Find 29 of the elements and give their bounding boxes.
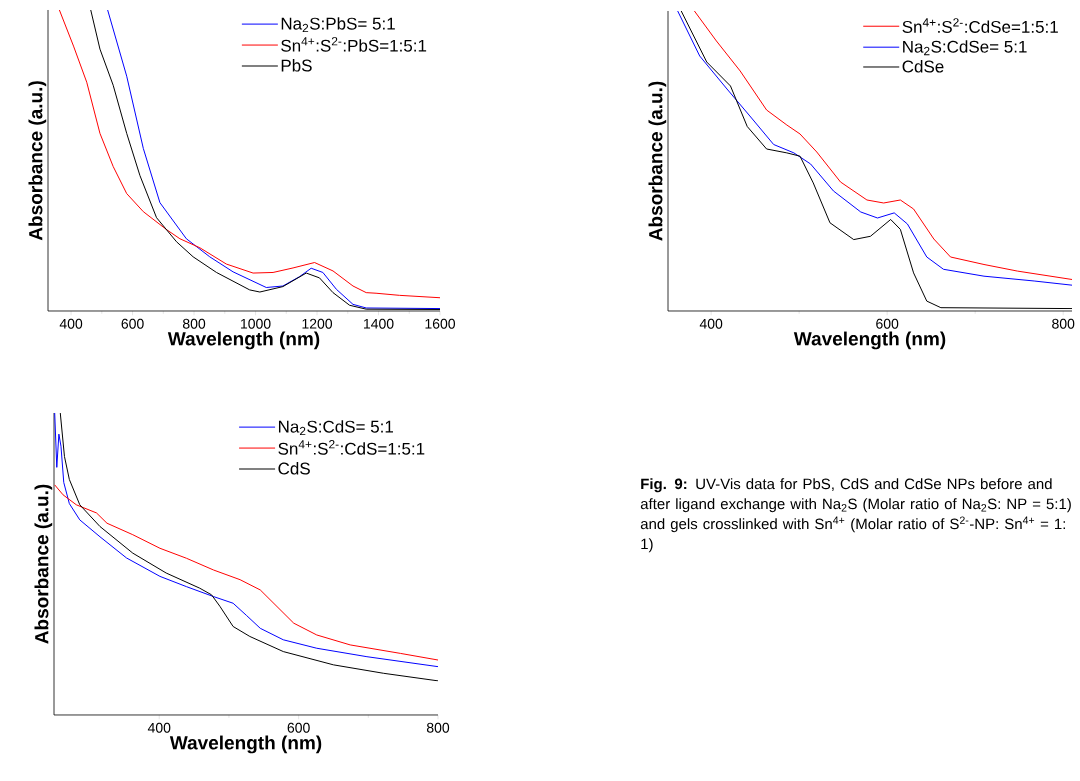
x-tick-label: 400: [699, 318, 723, 329]
legend-label: Na$_{2}$S:PbS= 5:1: [281, 17, 395, 33]
x-tick-label: 800: [1052, 318, 1075, 329]
legend-label: CdSe: [902, 60, 944, 73]
x-tick-label: 1400: [364, 318, 394, 329]
x-tick-label: 800: [426, 722, 450, 733]
x-axis-title: Wavelength (nm): [169, 735, 322, 754]
x-tick-label: 1200: [302, 318, 333, 329]
legend-label: Sn$^{4+}$:S$^{2-}$:CdS=1:5:1: [278, 440, 425, 455]
x-tick-label: 400: [147, 722, 171, 733]
x-axis-title: Wavelength (nm): [793, 331, 946, 350]
legend-label: Na$_{2}$S:CdS= 5:1: [278, 420, 394, 436]
x-tick-label: 800: [182, 318, 206, 329]
x-axis-title: Wavelength (nm): [167, 331, 320, 350]
legend-label: Sn$^{4+}$:S$^{2-}$:CdSe=1:5:1: [902, 18, 1058, 33]
x-tick-label: 600: [876, 318, 899, 329]
y-axis-title: Absorbance (a.u.): [34, 484, 53, 644]
x-tick-label: 600: [121, 318, 144, 329]
x-tick-label: 1600: [425, 318, 456, 329]
text: Fig. 9: UV-Vis data for PbS, CdS and CdSe NPs before and after ligand exchange with Na$_{2}$S (Molar ratio of Na$_{2}$S: NP = 5:1) and gels crosslinked with Sn$^{4+}$ (Molar ratio of S$^{2-}$-NP: Sn$^{4+}$ = 1: 1): [640, 478, 1071, 553]
legend-label: PbS: [281, 59, 312, 72]
legend-label: CdS: [278, 462, 310, 475]
legend-label: Na$_{2}$S:CdSe= 5:1: [903, 40, 1027, 56]
x-tick-label: 400: [59, 318, 83, 329]
x-tick-label: 1000: [241, 318, 271, 329]
y-axis-title: Absorbance (a.u.): [28, 81, 47, 241]
y-axis-title: Absorbance (a.u.): [648, 81, 667, 241]
x-tick-label: 600: [287, 722, 310, 733]
legend-label: Sn$^{4+}$:S$^{2-}$:PbS=1:5:1: [281, 37, 427, 52]
